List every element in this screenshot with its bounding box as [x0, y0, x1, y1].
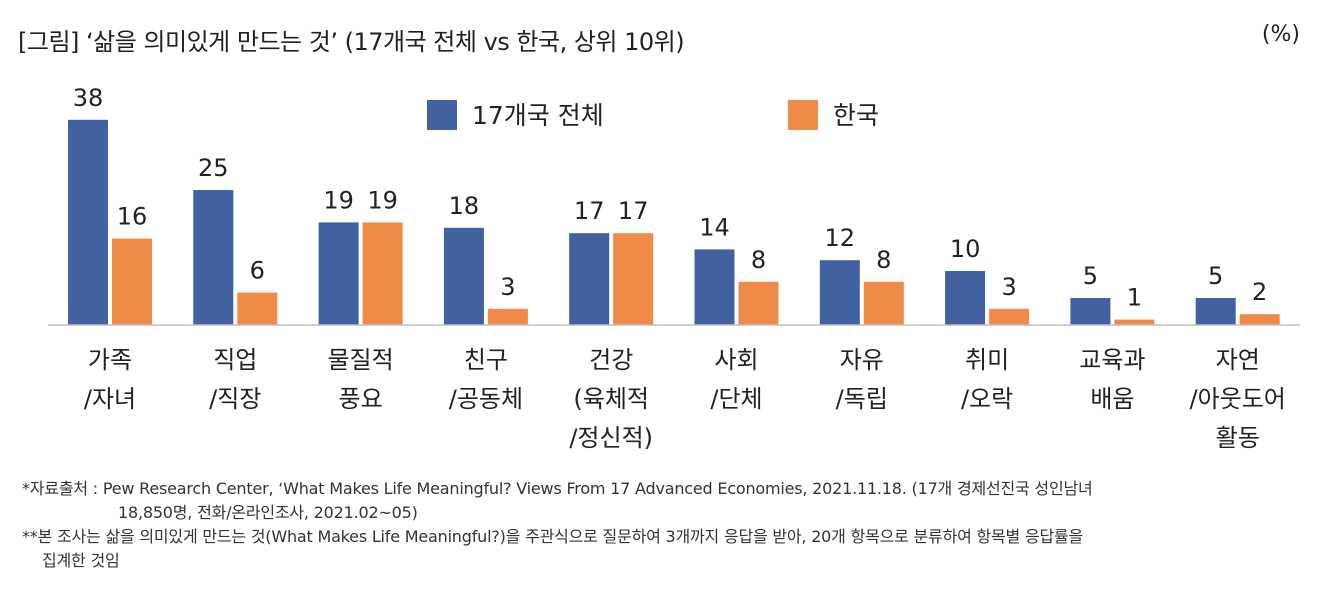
category-label-2-line-0: 물질적	[327, 346, 393, 374]
value-label-all-countries-9: 5	[1208, 262, 1223, 290]
bar-all-countries-6	[819, 260, 860, 325]
category-label-6-line-1: /독립	[836, 385, 888, 413]
bar-all-countries-4	[569, 233, 610, 325]
category-label-3-line-0: 친구	[464, 346, 508, 374]
value-label-all-countries-4: 17	[574, 197, 605, 225]
bar-all-countries-8	[1070, 298, 1111, 325]
footnotes: *자료출처 : Pew Research Center, ‘What Makes…	[22, 477, 1322, 573]
bar-korea-0	[112, 238, 152, 325]
method-note: **본 조사는 삶을 의미있게 만드는 것(What Makes Life Me…	[22, 527, 1084, 546]
category-label-6-line-0: 자유	[840, 346, 884, 374]
method-note-continued: 집계한 것임	[42, 551, 120, 570]
value-label-korea-9: 2	[1252, 278, 1267, 306]
category-label-7-line-0: 취미	[965, 346, 1009, 374]
bar-korea-1	[237, 292, 278, 325]
bar-korea-7	[989, 308, 1030, 325]
value-label-korea-2: 19	[367, 186, 398, 214]
bar-korea-8	[1114, 319, 1155, 325]
value-label-all-countries-7: 10	[950, 235, 981, 263]
value-label-korea-6: 8	[876, 246, 891, 274]
category-label-9-line-2: 활동	[1216, 424, 1260, 452]
category-label-0-line-1: /자녀	[84, 385, 136, 413]
value-label-korea-5: 8	[751, 246, 766, 274]
value-label-korea-3: 3	[500, 273, 515, 301]
value-label-korea-7: 3	[1001, 273, 1016, 301]
category-label-8-line-1: 배움	[1090, 385, 1134, 413]
value-label-all-countries-0: 38	[73, 84, 104, 112]
value-label-all-countries-6: 12	[825, 224, 856, 252]
category-label-3-line-1: /공동체	[449, 385, 523, 413]
value-label-all-countries-3: 18	[449, 192, 480, 220]
bar-all-countries-3	[443, 227, 484, 325]
unit-label: (%)	[1261, 22, 1300, 47]
category-label-1-line-1: /직장	[209, 385, 261, 413]
bar-all-countries-2	[318, 222, 359, 325]
value-label-korea-1: 6	[250, 257, 265, 285]
value-label-all-countries-5: 14	[699, 213, 730, 241]
value-label-korea-0: 16	[117, 203, 148, 231]
category-label-1-line-0: 직업	[213, 346, 257, 374]
category-label-4-line-2: /정신적)	[569, 424, 653, 452]
source-note-continued: 18,850명, 전화/온라인조사, 2021.02~05)	[118, 503, 418, 522]
chart-title: [그림] ‘삶을 의미있게 만드는 것’ (17개국 전체 vs 한국, 상위 …	[18, 28, 685, 56]
category-label-7-line-1: /오락	[961, 385, 1013, 413]
category-label-8-line-0: 교육과	[1079, 346, 1145, 374]
category-label-2-line-1: 풍요	[339, 385, 383, 413]
value-label-all-countries-8: 5	[1083, 262, 1098, 290]
bar-all-countries-0	[68, 119, 108, 325]
legend-label-korea: 한국	[833, 101, 879, 130]
legend-swatch-all-countries	[427, 100, 457, 130]
bars-group	[68, 119, 1280, 325]
bar-korea-6	[863, 281, 904, 325]
legend-swatch-korea	[788, 100, 818, 130]
category-label-9-line-1: /아웃도어	[1189, 385, 1285, 413]
source-note: *자료출처 : Pew Research Center, ‘What Makes…	[22, 479, 1093, 498]
category-label-4-line-0: 건강	[589, 346, 633, 374]
bar-korea-4	[613, 233, 654, 325]
value-labels-group: 38 16 25 6 19 19 18 3 17 17 14 8 12 8 10 3 5 1 5 2	[73, 84, 1268, 312]
category-label-9-line-0: 자연	[1216, 346, 1260, 374]
category-label-5-line-1: /단체	[710, 385, 762, 413]
value-label-all-countries-1: 25	[198, 154, 229, 182]
value-label-all-countries-2: 19	[323, 186, 354, 214]
category-label-5-line-0: 사회	[714, 346, 758, 374]
bar-all-countries-7	[945, 271, 986, 325]
legend: 17개국 전체 한국	[427, 100, 879, 130]
category-label-0-line-0: 가족	[88, 346, 132, 374]
category-label-4-line-1: (육체적	[573, 385, 649, 413]
bar-all-countries-5	[694, 249, 735, 325]
bar-all-countries-1	[193, 190, 234, 325]
bar-korea-5	[738, 281, 779, 325]
bar-all-countries-9	[1195, 298, 1236, 325]
bar-korea-2	[362, 222, 403, 325]
legend-label-all-countries: 17개국 전체	[472, 101, 604, 130]
bar-korea-9	[1239, 314, 1280, 325]
bar-korea-3	[487, 308, 528, 325]
value-label-korea-4: 17	[618, 197, 649, 225]
value-label-korea-8: 1	[1127, 284, 1142, 312]
